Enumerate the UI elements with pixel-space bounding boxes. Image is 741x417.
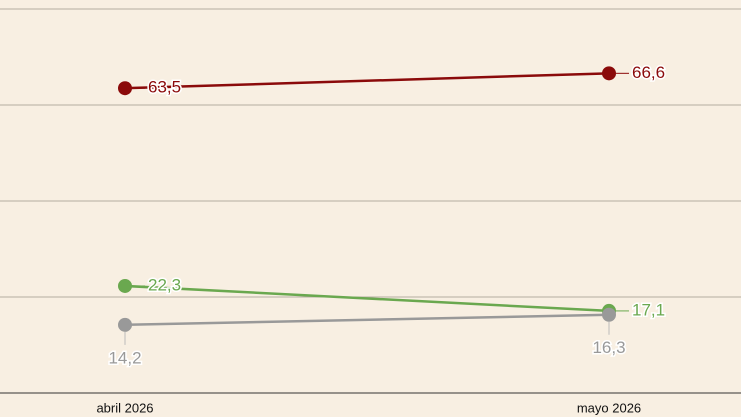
series-line xyxy=(124,284,610,313)
value-label: 16,3 xyxy=(592,338,625,357)
data-point xyxy=(118,317,132,332)
data-point xyxy=(602,66,616,81)
value-label: 66,6 xyxy=(632,63,665,82)
data-point xyxy=(118,81,132,96)
value-label: 22,3 xyxy=(148,275,181,294)
series-line xyxy=(124,313,610,327)
value-label: 63,5 xyxy=(148,78,181,97)
value-label: 17,1 xyxy=(632,300,665,319)
data-point xyxy=(602,307,616,322)
x-tick-label: mayo 2026 xyxy=(577,400,641,415)
data-point xyxy=(118,278,132,293)
value-label: 14,2 xyxy=(108,348,141,367)
x-tick-label: abril 2026 xyxy=(96,400,153,415)
series-line xyxy=(124,72,610,90)
